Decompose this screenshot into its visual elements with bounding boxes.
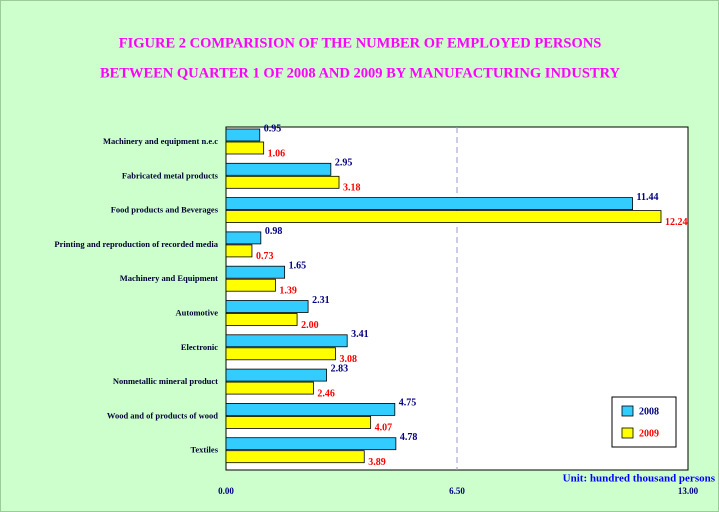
data-label: 3.08 bbox=[339, 354, 357, 365]
y-tick-label: Machinery and equipment n.e.c bbox=[103, 136, 218, 146]
bar bbox=[225, 141, 265, 155]
bar bbox=[225, 231, 262, 245]
x-tick-label: 13.00 bbox=[678, 486, 699, 496]
legend-label: 2009 bbox=[639, 428, 659, 439]
x-tick-label: 6.50 bbox=[449, 486, 465, 496]
y-tick-label: Machinery and Equipment bbox=[120, 273, 218, 283]
bar bbox=[225, 368, 327, 382]
data-label: 4.78 bbox=[400, 432, 418, 443]
bar bbox=[225, 175, 340, 189]
data-label: 1.39 bbox=[279, 285, 297, 296]
data-label: 1.65 bbox=[289, 260, 307, 271]
bar bbox=[225, 347, 336, 361]
data-label: 4.75 bbox=[399, 398, 417, 409]
y-tick-label: Printing and reproduction of recorded me… bbox=[54, 239, 218, 249]
bar bbox=[225, 210, 662, 224]
data-label: 3.89 bbox=[368, 457, 386, 468]
bar bbox=[225, 128, 261, 142]
chart-subtitle: BETWEEN QUARTER 1 OF 2008 AND 2009 BY MA… bbox=[100, 65, 621, 81]
y-tick-label: Fabricated metal products bbox=[122, 170, 219, 180]
bar bbox=[225, 415, 372, 429]
bar bbox=[225, 197, 633, 211]
bar bbox=[225, 402, 396, 416]
data-label: 11.44 bbox=[637, 192, 659, 203]
bar bbox=[225, 334, 348, 348]
legend-label: 2008 bbox=[639, 406, 659, 417]
y-tick-label: Automotive bbox=[176, 307, 219, 317]
x-tick-label: 0.00 bbox=[218, 486, 234, 496]
bar bbox=[225, 278, 276, 292]
data-label: 2.00 bbox=[301, 320, 319, 331]
y-tick-label: Textiles bbox=[190, 445, 218, 455]
bar bbox=[225, 300, 309, 313]
data-label: 3.18 bbox=[343, 183, 361, 194]
legend-swatch bbox=[621, 427, 634, 439]
data-label: 2.95 bbox=[335, 158, 353, 169]
data-label: 3.41 bbox=[351, 329, 369, 340]
data-label: 0.73 bbox=[256, 251, 273, 262]
bar bbox=[225, 450, 365, 464]
bar bbox=[225, 381, 314, 395]
data-label: 1.06 bbox=[268, 148, 286, 159]
unit-label: Unit: hundred thousand persons bbox=[563, 473, 716, 485]
bar bbox=[225, 162, 332, 176]
bar bbox=[225, 313, 298, 326]
y-tick-label: Electronic bbox=[181, 342, 218, 352]
legend-swatch bbox=[621, 405, 634, 417]
y-tick-label: Food products and Beverages bbox=[111, 205, 219, 215]
chart-title: FIGURE 2 COMPARISION OF THE NUMBER OF EM… bbox=[119, 35, 602, 51]
bar bbox=[225, 244, 253, 258]
data-label: 12.24 bbox=[665, 217, 688, 228]
legend-box bbox=[611, 396, 677, 448]
bar bbox=[225, 265, 286, 279]
data-label: 0.95 bbox=[264, 123, 282, 134]
data-label: 2.46 bbox=[317, 388, 335, 399]
bar bbox=[225, 437, 397, 451]
data-label: 4.07 bbox=[375, 423, 393, 434]
data-label: 2.83 bbox=[331, 363, 349, 374]
y-tick-label: Wood and of products of wood bbox=[107, 410, 218, 420]
data-label: 2.31 bbox=[312, 295, 330, 306]
data-label: 0.98 bbox=[265, 226, 283, 237]
y-tick-label: Nonmetallic mineral product bbox=[113, 376, 218, 386]
